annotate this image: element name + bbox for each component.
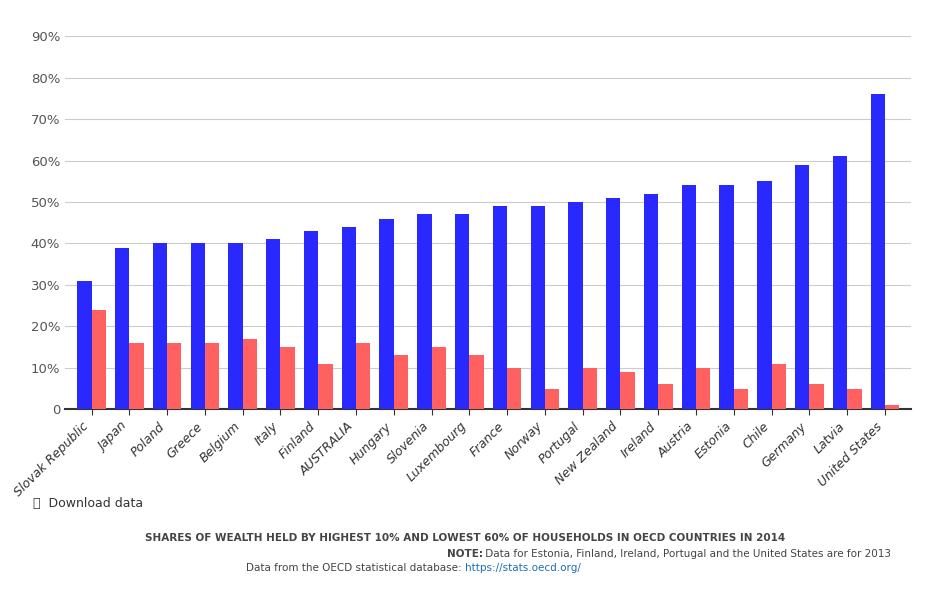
- Text: NOTE:: NOTE:: [447, 549, 483, 559]
- Text: Data for Estonia, Finland, Ireland, Portugal and the United States are for 2013: Data for Estonia, Finland, Ireland, Port…: [482, 549, 891, 559]
- Bar: [809, 385, 824, 409]
- Bar: [847, 389, 861, 409]
- Text: https://stats.oecd.org/: https://stats.oecd.org/: [465, 563, 581, 573]
- Bar: [191, 243, 205, 409]
- Bar: [318, 364, 333, 409]
- Bar: [205, 343, 219, 409]
- Bar: [493, 206, 507, 409]
- Bar: [734, 389, 748, 409]
- Bar: [432, 347, 446, 409]
- Bar: [115, 247, 129, 409]
- Bar: [583, 368, 597, 409]
- Bar: [379, 219, 393, 409]
- Bar: [545, 389, 559, 409]
- Bar: [832, 157, 847, 409]
- Bar: [658, 385, 672, 409]
- Bar: [885, 405, 899, 409]
- Bar: [531, 206, 545, 409]
- Bar: [243, 339, 257, 409]
- Bar: [304, 231, 318, 409]
- Bar: [606, 198, 620, 409]
- Bar: [568, 202, 583, 409]
- Bar: [266, 240, 281, 409]
- Bar: [167, 343, 181, 409]
- Bar: [870, 94, 885, 409]
- Bar: [772, 364, 786, 409]
- Text: Data from the OECD statistical database:: Data from the OECD statistical database:: [246, 563, 465, 573]
- Bar: [356, 343, 370, 409]
- Bar: [507, 368, 522, 409]
- Bar: [91, 310, 106, 409]
- Bar: [696, 368, 711, 409]
- Bar: [644, 194, 658, 409]
- Bar: [77, 281, 91, 409]
- Text: ⤓  Download data: ⤓ Download data: [33, 497, 142, 510]
- Bar: [795, 165, 809, 409]
- Bar: [129, 343, 143, 409]
- Bar: [153, 243, 167, 409]
- Bar: [418, 214, 432, 409]
- Bar: [757, 181, 772, 409]
- Bar: [620, 372, 635, 409]
- Bar: [341, 227, 356, 409]
- Bar: [281, 347, 295, 409]
- Bar: [393, 355, 408, 409]
- Bar: [682, 185, 696, 409]
- Bar: [720, 185, 734, 409]
- Bar: [229, 243, 243, 409]
- Bar: [470, 355, 484, 409]
- Bar: [455, 214, 470, 409]
- Text: SHARES OF WEALTH HELD BY HIGHEST 10% AND LOWEST 60% OF HOUSEHOLDS IN OECD COUNTR: SHARES OF WEALTH HELD BY HIGHEST 10% AND…: [145, 533, 785, 543]
